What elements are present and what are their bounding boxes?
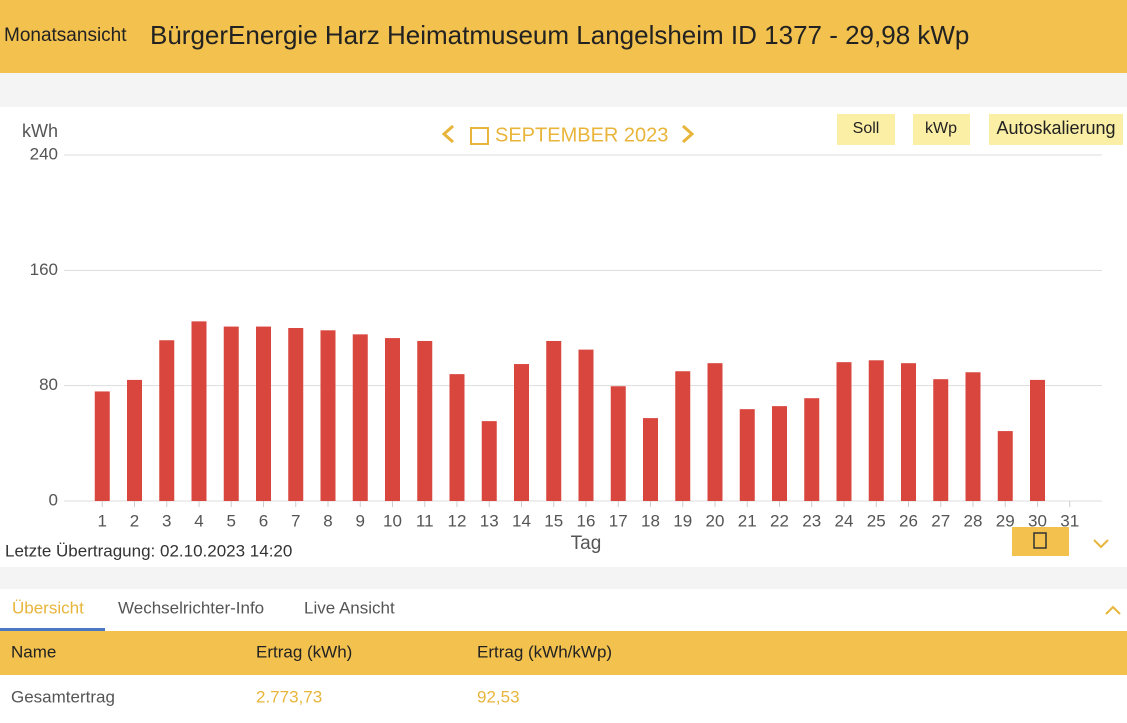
status-text: Letzte Übertragung: 02.10.2023 14:20 — [5, 541, 292, 560]
button-label[interactable]: Autoskalierung — [996, 118, 1115, 138]
expand-icon[interactable] — [1093, 539, 1109, 549]
bar — [352, 334, 368, 501]
x-tick-label: 13 — [480, 511, 499, 530]
y-tick-label: 0 — [49, 490, 58, 509]
x-tick-label: 19 — [673, 511, 692, 530]
bar — [127, 379, 142, 501]
export-button[interactable] — [1012, 527, 1069, 556]
bar — [804, 398, 820, 501]
x-tick-label: 5 — [227, 511, 236, 530]
y-tick-label: 80 — [39, 375, 58, 394]
button[interactable] — [989, 114, 1123, 145]
x-tick-label: 22 — [770, 511, 789, 530]
bar — [997, 431, 1013, 501]
bar — [675, 371, 691, 501]
prev-month[interactable] — [441, 124, 454, 144]
x-tick-label: 20 — [706, 511, 725, 530]
x-tick-label: 9 — [356, 511, 365, 530]
x-tick-label: 30 — [1028, 511, 1047, 530]
bar — [707, 363, 723, 501]
table-row — [0, 675, 1127, 723]
x-tick-label: 12 — [448, 511, 467, 530]
calendar-icon — [470, 127, 489, 145]
bar — [836, 362, 852, 501]
table-header-cell: Ertrag (kWh) — [256, 642, 352, 661]
bar — [320, 330, 336, 501]
x-tick-label: 2 — [130, 511, 139, 530]
bar — [256, 326, 271, 501]
button[interactable] — [913, 114, 970, 145]
bar — [965, 372, 981, 501]
bar — [901, 363, 916, 501]
bar — [772, 406, 787, 501]
bar — [610, 386, 626, 501]
x-tick-label: 21 — [738, 511, 757, 530]
x-tick-label: 10 — [383, 511, 402, 530]
x-tick-label: 4 — [194, 511, 203, 530]
table-header-cell: Ertrag (kWh/kWp) — [477, 642, 612, 661]
x-tick-label: 29 — [996, 511, 1015, 530]
y-tick-label: 160 — [30, 260, 58, 279]
bar — [933, 379, 949, 501]
bar — [578, 349, 594, 501]
bar — [417, 340, 433, 501]
collapse-icon[interactable] — [1105, 605, 1121, 615]
x-tick-label: 17 — [609, 511, 628, 530]
bar — [159, 340, 175, 501]
bar — [1030, 379, 1045, 501]
bar — [739, 409, 755, 501]
x-tick-label: 14 — [512, 511, 531, 530]
header-bar — [0, 0, 1127, 73]
button[interactable] — [837, 114, 895, 145]
bar — [385, 338, 400, 501]
bar — [449, 374, 465, 501]
header-title: BürgerEnergie Harz Heimatmuseum Langelsh… — [150, 20, 969, 50]
x-tick-label: 18 — [641, 511, 660, 530]
y-tick-label: 240 — [30, 144, 58, 163]
x-tick-label: 24 — [835, 511, 854, 530]
button-label[interactable]: Soll — [853, 120, 880, 137]
tab[interactable]: Übersicht — [12, 598, 84, 617]
bar — [643, 418, 658, 501]
tab[interactable]: Wechselrichter-Info — [118, 598, 264, 617]
next-month[interactable] — [682, 124, 695, 144]
view-select[interactable]: Monatsansicht — [4, 25, 127, 46]
month-label: SEPTEMBER 2023 — [495, 124, 668, 146]
bar — [223, 326, 239, 501]
x-axis-label: Tag — [571, 533, 602, 554]
x-tick-label: 23 — [802, 511, 821, 530]
x-tick-label: 28 — [964, 511, 983, 530]
tab-indicator — [0, 628, 105, 631]
x-tick-label: 27 — [931, 511, 950, 530]
x-tick-label: 15 — [544, 511, 563, 530]
button-label[interactable]: kWp — [925, 120, 957, 137]
bar — [546, 340, 562, 501]
x-tick-label: 16 — [577, 511, 596, 530]
x-tick-label: 8 — [323, 511, 332, 530]
table-cell: 92,53 — [477, 687, 520, 706]
bar — [514, 364, 529, 501]
x-tick-label: 1 — [98, 511, 107, 530]
tab-bar — [0, 589, 1127, 631]
x-tick-label: 11 — [416, 511, 434, 530]
bar — [94, 391, 110, 501]
x-tick-label: 6 — [259, 511, 268, 530]
table-header — [0, 631, 1127, 675]
export-icon — [1033, 532, 1047, 549]
table-cell: 2.773,73 — [256, 687, 322, 706]
x-tick-label: 3 — [162, 511, 171, 530]
x-tick-label: 26 — [899, 511, 918, 530]
x-tick-label: 7 — [291, 511, 300, 530]
x-tick-label: 25 — [867, 511, 886, 530]
y-axis-label: kWh — [22, 121, 58, 141]
bar — [191, 321, 207, 501]
bar — [481, 421, 497, 501]
table-header-cell: Name — [11, 642, 56, 661]
tab[interactable]: Live Ansicht — [304, 598, 395, 617]
x-tick-label: 31 — [1060, 511, 1079, 530]
table-cell: Gesamtertrag — [11, 687, 115, 706]
bar — [288, 328, 304, 501]
bar — [868, 360, 884, 501]
